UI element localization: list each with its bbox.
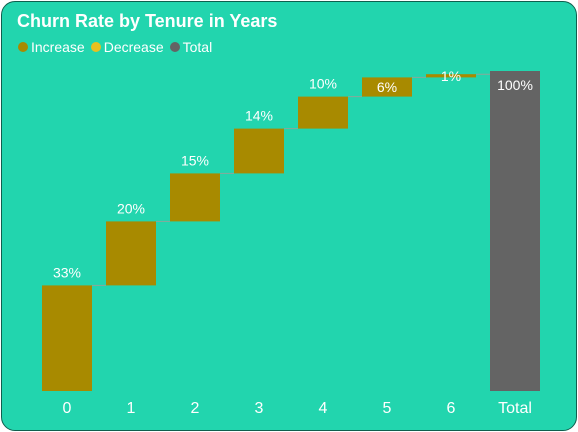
data-label: 15% [181,152,209,168]
legend-swatch-decrease [90,42,101,52]
legend-label-decrease: Decrease [103,39,164,55]
data-label: 14% [245,108,273,124]
chart-title: Churn Rate by Tenure in Years [17,11,278,31]
x-tick-label: 0 [63,400,72,417]
chart-legend: Increase Decrease Total [18,39,218,55]
x-tick-label: 3 [255,400,264,417]
bar-tenure-1[interactable] [106,221,156,286]
x-tick-label: 5 [383,400,392,417]
bar-tenure-2[interactable] [170,173,220,222]
legend-label-total: Total [182,39,213,55]
legend-swatch-total [169,42,180,52]
bar-tenure-6[interactable] [426,74,476,78]
data-label: 33% [53,264,81,280]
data-label: 1% [441,68,461,84]
x-tick-label: 1 [127,400,136,417]
bar-tenure-0[interactable] [42,285,92,391]
legend-item-decrease[interactable]: Decrease [90,39,164,55]
legend-item-total[interactable]: Total [169,39,213,55]
x-tick-label: 4 [319,400,328,417]
legend-label-increase: Increase [31,39,85,55]
bar-tenure-5[interactable] [362,77,412,97]
legend-item-increase[interactable]: Increase [18,39,85,55]
data-label: 100% [497,77,533,93]
x-tick-label: 2 [191,400,200,417]
bar-total[interactable] [490,71,540,391]
bar-tenure-4[interactable] [298,96,348,129]
x-tick-label: Total [498,400,532,417]
x-tick-label: 6 [447,400,456,417]
data-label: 20% [117,200,145,216]
data-label: 10% [309,76,337,92]
data-label: 6% [377,79,397,95]
bar-tenure-3[interactable] [234,128,284,174]
legend-swatch-increase [18,42,28,52]
